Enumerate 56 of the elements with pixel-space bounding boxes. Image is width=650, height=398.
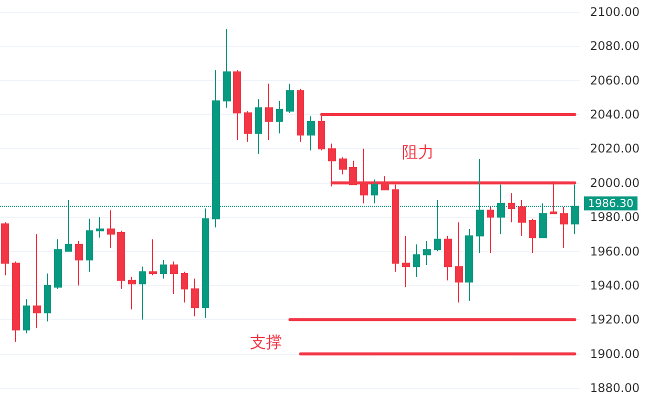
candlestick [202,208,209,318]
candlestick [560,206,568,248]
candlestick [255,98,262,154]
candlestick [413,244,420,278]
candlestick [86,218,93,272]
annotation: 阻力 [402,142,434,162]
y-tick-label: 1940.00 [590,278,640,292]
annotation: 支撑 [250,332,282,352]
candlestick [117,230,125,290]
y-tick-label: 2040.00 [590,108,640,122]
candlestick [107,210,115,248]
candlestick [487,206,494,254]
candlestick [191,278,199,317]
y-tick-label: 2080.00 [590,39,640,54]
candlestick [518,200,526,236]
ref-line-label: 1986.30 [588,196,634,210]
candlestick [444,235,452,281]
y-tick-label: 1880.00 [590,381,640,395]
y-tick-label: 1960.00 [590,244,640,258]
candlestick [455,222,463,304]
candlestick [12,261,20,342]
candlestick [170,261,178,294]
candlestick [276,100,283,134]
y-tick-label: 2100.00 [590,5,640,19]
candlestick [402,235,410,288]
candlestick [181,271,188,304]
candlestick [96,216,104,238]
candlestick [265,83,273,141]
candlestick [128,276,136,310]
candlestick [223,28,231,108]
y-tick-label: 2000.00 [590,176,640,190]
candlestick [44,272,51,322]
candlestick [529,218,536,254]
candlestick [465,228,473,302]
candlestick [371,178,378,204]
y-tick-label: 1900.00 [590,346,640,361]
candlestick [339,156,347,175]
y-tick-label: 2020.00 [590,142,640,156]
y-tick-label: 1920.00 [590,312,640,327]
candlestick [139,266,146,320]
candlestick [244,110,252,142]
candlestick [297,88,304,142]
candlestick [23,298,30,334]
candlestick [149,238,157,276]
candlestick [233,70,241,141]
candlestick [423,240,431,266]
candlestick [307,116,315,151]
candlestick [1,222,9,276]
candlestick [508,192,515,223]
candlestick [286,83,294,114]
candlestick [160,259,167,280]
candlestick [75,240,83,286]
y-tick-label: 2060.00 [590,73,640,88]
candlestick [54,238,62,290]
candlestick [33,234,41,329]
y-tick-label: 1980.00 [590,210,640,224]
